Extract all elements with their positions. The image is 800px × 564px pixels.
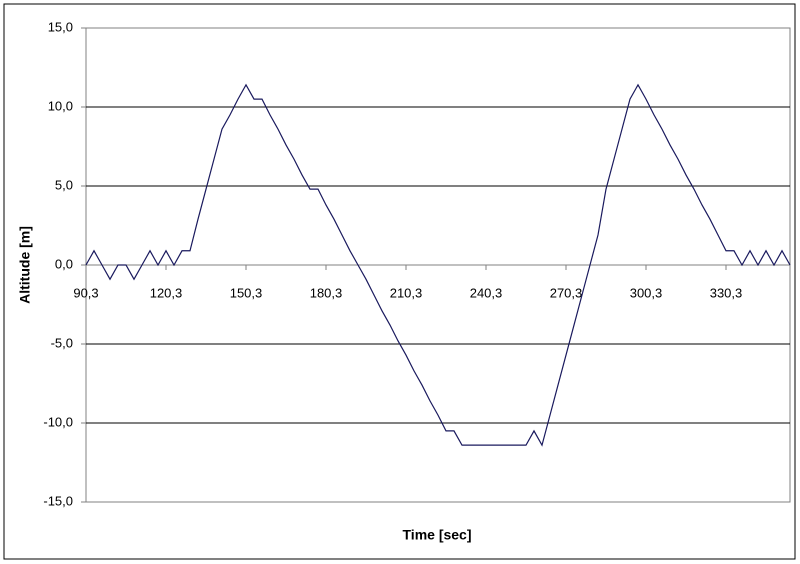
x-tick-label: 210,3	[390, 285, 423, 300]
x-tick-label: 120,3	[150, 285, 183, 300]
y-tick-label: -10,0	[43, 414, 73, 429]
data-line	[85, 83, 791, 447]
y-tick-label: -5,0	[51, 335, 73, 350]
x-tick-label: 150,3	[230, 285, 263, 300]
y-tick-label: -15,0	[43, 493, 73, 508]
x-tick-label: 180,3	[310, 285, 343, 300]
x-tick-label: 270,3	[550, 285, 583, 300]
y-tick-label: 15,0	[48, 19, 73, 34]
x-axis-title: Time [sec]	[403, 527, 472, 543]
y-tick-label: 10,0	[48, 98, 73, 113]
y-axis-title: Altitude [m]	[17, 226, 33, 304]
x-tick-label: 90,3	[73, 285, 98, 300]
y-tick-label: 5,0	[55, 177, 73, 192]
y-tick-label: 0,0	[55, 256, 73, 271]
x-tick-label: 300,3	[630, 285, 663, 300]
x-tick-label: 240,3	[470, 285, 503, 300]
x-tick-label: 330,3	[710, 285, 743, 300]
